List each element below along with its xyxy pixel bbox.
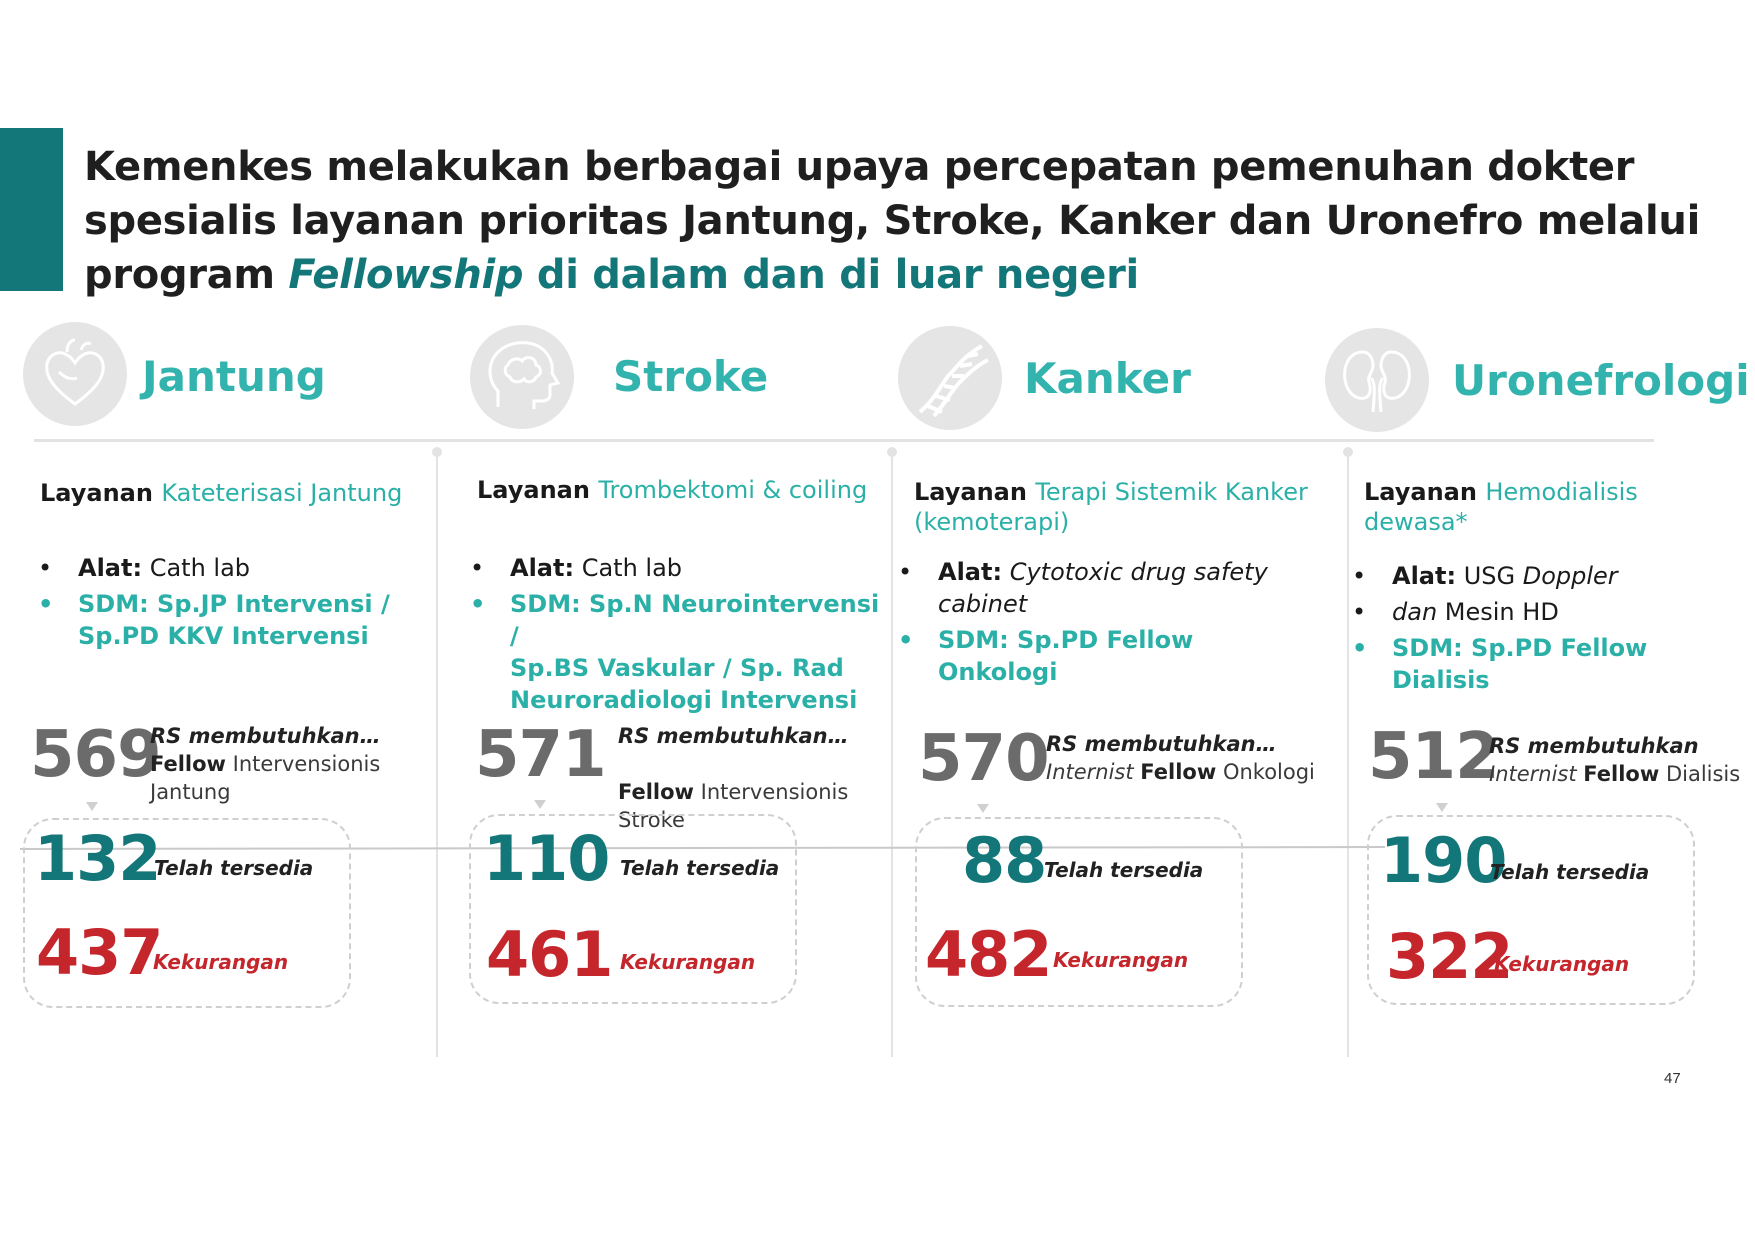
list-item: • SDM: Sp.PD Fellow Onkologi: [898, 626, 1194, 686]
divider-dot: [1343, 447, 1353, 457]
title-fellowship: Fellowship: [288, 252, 524, 298]
page-title: Kemenkes melakukan berbagai upaya percep…: [84, 140, 1724, 302]
page-number: 47: [1664, 1070, 1681, 1087]
header-divider: [34, 439, 1654, 442]
service-prefix: Layanan: [1364, 478, 1486, 506]
need-description: RS membutuhkan… Internist Fellow Onkolog…: [1046, 732, 1315, 784]
down-arrow-icon: [1436, 803, 1448, 812]
down-arrow-icon: [86, 802, 98, 811]
available-label: Telah tersedia: [1490, 860, 1650, 884]
available-value: 110: [483, 822, 610, 895]
service-name: Terapi Sistemik Kanker (kemoterapi): [914, 478, 1308, 536]
resource-list: • Alat: Cytotoxic drug safety cabinet • SD…: [898, 556, 1318, 692]
shortage-label: Kekurangan: [620, 950, 756, 974]
service-prefix: Layanan: [914, 478, 1036, 506]
divider-dot: [887, 447, 897, 457]
shortage-value: 482: [925, 918, 1052, 991]
service-prefix: Layanan: [477, 476, 599, 504]
category-title-kanker: Kanker: [1024, 354, 1191, 403]
list-item: • SDM: Sp.N Neurointervensi / Sp.BS Vaskul…: [470, 590, 880, 714]
resource-list: • Alat: Cath lab • SDM: Sp.JP Intervensi /…: [38, 552, 418, 656]
accent-bar: [0, 128, 63, 291]
available-label: Telah tersedia: [620, 856, 780, 880]
heart-icon: [23, 322, 127, 426]
available-value: 88: [962, 824, 1047, 897]
shortage-label: Kekurangan: [153, 950, 289, 974]
dna-icon: [898, 326, 1002, 430]
service-label: Layanan Hemodialisis dewasa*: [1364, 477, 1714, 537]
available-label: Telah tersedia: [154, 856, 314, 880]
shortage-value: 322: [1386, 920, 1513, 993]
column-divider: [891, 452, 893, 1057]
available-value: 190: [1380, 824, 1507, 897]
list-item: • Alat: Cath lab: [470, 554, 683, 582]
list-item: • Alat: USG Doppler: [1352, 562, 1618, 590]
service-name: Kateterisasi Jantung: [161, 479, 403, 507]
list-item: • Alat: Cath lab: [38, 554, 251, 582]
stats-box: [915, 817, 1243, 1007]
need-description: RS membutuhkan… Fellow Intervensionis St…: [618, 724, 849, 832]
stats-box: [1367, 815, 1695, 1005]
need-description: RS membutuhkan… Fellow Intervensionis Ja…: [150, 724, 381, 804]
title-line-2: spesialis layanan prioritas Jantung, Str…: [84, 198, 1701, 244]
column-divider: [436, 452, 438, 1057]
available-value: 132: [34, 822, 161, 895]
resource-list: • Alat: Cath lab • SDM: Sp.N Neurointerven…: [470, 552, 880, 720]
service-name: Trombektomi & coiling: [598, 476, 868, 504]
shortage-label: Kekurangan: [1494, 952, 1630, 976]
list-item: • Alat: Cytotoxic drug safety cabinet: [898, 558, 1268, 618]
service-label: Layanan Kateterisasi Jantung: [40, 478, 430, 508]
need-value: 570: [918, 722, 1050, 796]
service-prefix: Layanan: [40, 479, 162, 507]
column-divider: [1347, 452, 1349, 1057]
category-title-stroke: Stroke: [613, 352, 769, 401]
resource-list: • Alat: USG Doppler • dan Mesin HD • SDM: S…: [1352, 560, 1732, 700]
down-arrow-icon: [534, 800, 546, 809]
list-item: • SDM: Sp.JP Intervensi / Sp.PD KKV Interv…: [38, 590, 390, 650]
available-label: Telah tersedia: [1044, 858, 1204, 882]
down-arrow-icon: [977, 804, 989, 813]
list-item: • SDM: Sp.PD Fellow Dialisis: [1352, 634, 1648, 694]
need-description: RS membutuhkan Internist Fellow Dialisis: [1489, 734, 1741, 786]
service-label: Layanan Terapi Sistemik Kanker (kemotera…: [914, 477, 1334, 537]
divider-dot: [432, 447, 442, 457]
shortage-label: Kekurangan: [1053, 948, 1189, 972]
need-value: 512: [1368, 720, 1500, 794]
category-title-uronefrologi: Uronefrologi: [1452, 356, 1750, 405]
brain-icon: [470, 325, 574, 429]
service-name: Hemodialisis dewasa*: [1364, 478, 1638, 536]
kidney-icon: [1325, 328, 1429, 432]
shortage-value: 461: [486, 918, 613, 991]
title-line-3-end: di dalam dan di luar negeri: [523, 252, 1139, 298]
category-title-jantung: Jantung: [142, 352, 326, 401]
need-value: 569: [30, 718, 162, 792]
service-label: Layanan Trombektomi & coiling: [477, 475, 887, 505]
stats-box: [469, 814, 797, 1004]
shortage-value: 437: [36, 916, 163, 989]
title-line-1: Kemenkes melakukan berbagai upaya percep…: [84, 144, 1635, 190]
title-line-3-start: program: [84, 252, 289, 298]
stats-box: [23, 818, 351, 1008]
list-item: • dan Mesin HD: [1352, 598, 1559, 626]
need-value: 571: [475, 718, 607, 792]
